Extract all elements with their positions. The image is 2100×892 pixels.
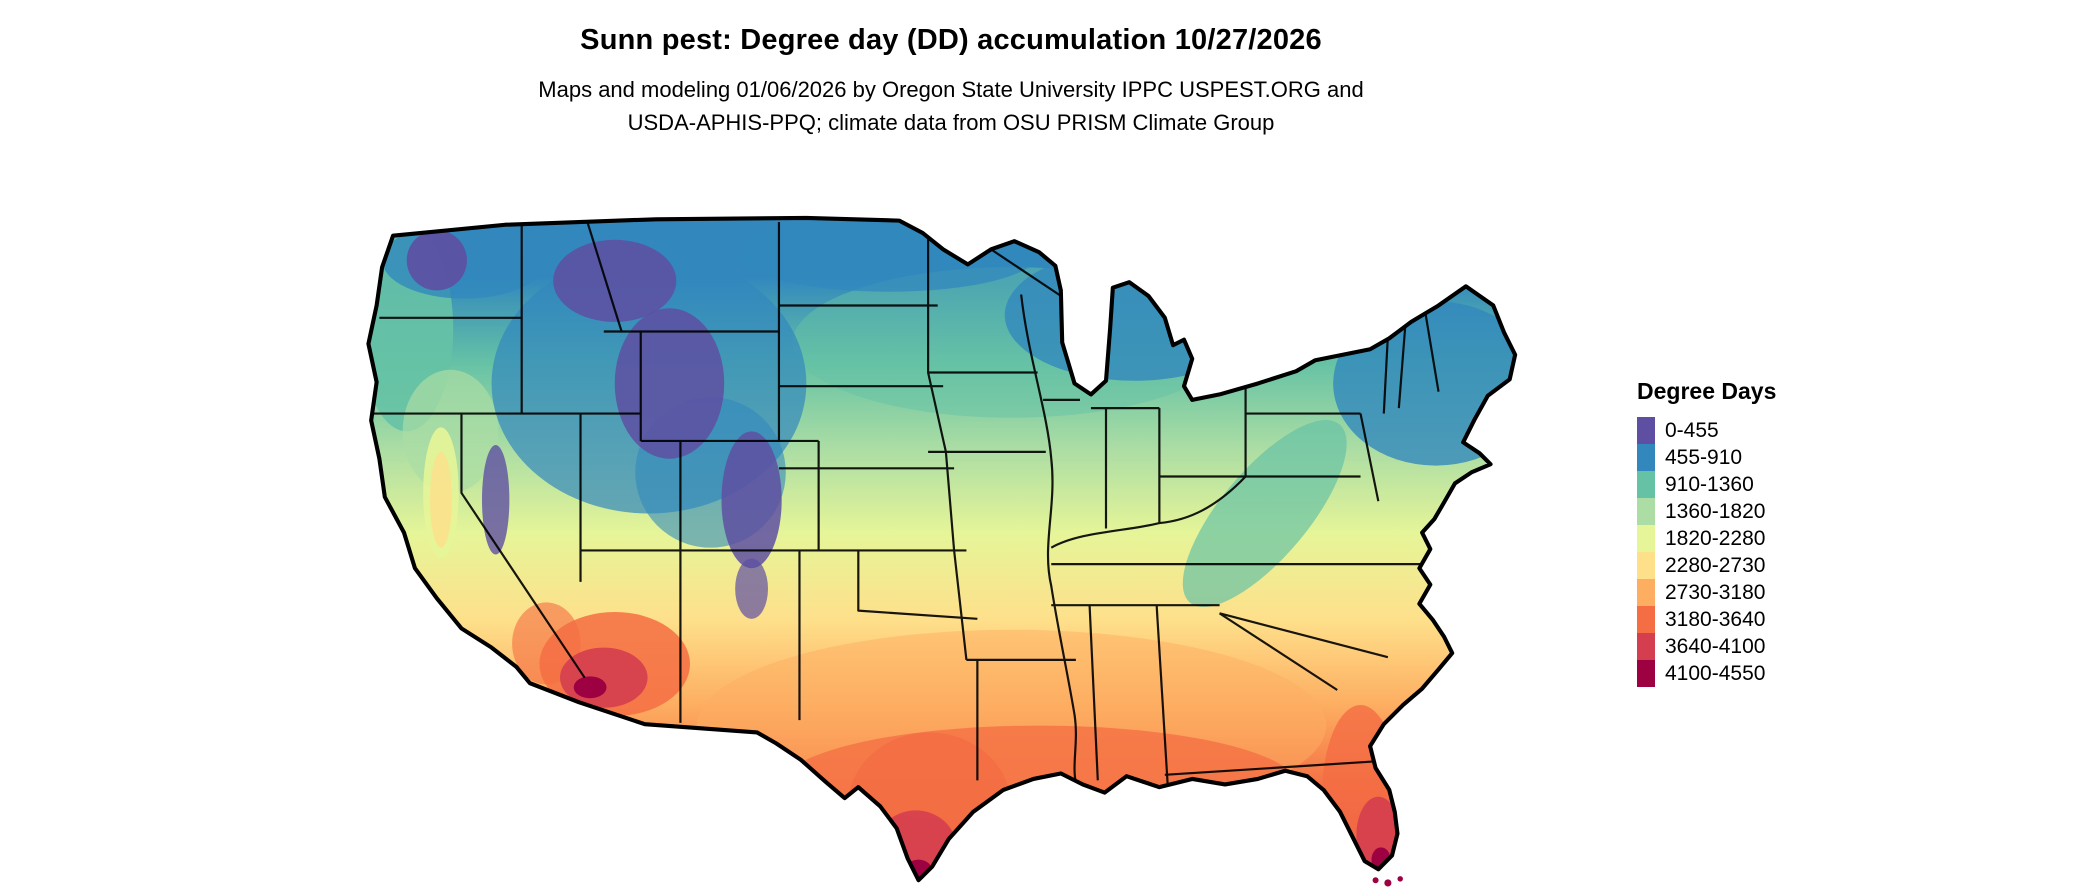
- legend-swatch: [1637, 660, 1655, 687]
- degree-days-legend: Degree Days 0-455 455-910 910-1360 1360-…: [1637, 378, 1776, 687]
- legend-item: 455-910: [1637, 444, 1776, 471]
- legend-swatch: [1637, 525, 1655, 552]
- legend-item: 0-455: [1637, 417, 1776, 444]
- legend-label: 1360-1820: [1665, 499, 1766, 523]
- legend-item: 2280-2730: [1637, 552, 1776, 579]
- legend-item: 3180-3640: [1637, 606, 1776, 633]
- us-degree-day-map: [300, 178, 1600, 890]
- degree-day-shading: [368, 217, 1516, 881]
- florida-keys: [1372, 876, 1403, 887]
- legend-label: 3180-3640: [1665, 607, 1766, 631]
- legend-item: 3640-4100: [1637, 633, 1776, 660]
- legend-swatch: [1637, 471, 1655, 498]
- map-header: Sunn pest: Degree day (DD) accumulation …: [0, 0, 1902, 139]
- legend-item: 910-1360: [1637, 471, 1776, 498]
- subtitle-line-1: Maps and modeling 01/06/2026 by Oregon S…: [538, 77, 1364, 102]
- legend-swatch: [1637, 606, 1655, 633]
- legend-label: 910-1360: [1665, 472, 1754, 496]
- legend-swatch: [1637, 552, 1655, 579]
- legend-swatch: [1637, 444, 1655, 471]
- legend-item: 1360-1820: [1637, 498, 1776, 525]
- state-borders: [371, 221, 1447, 784]
- legend-label: 4100-4550: [1665, 661, 1766, 685]
- page-subtitle: Maps and modeling 01/06/2026 by Oregon S…: [0, 73, 1902, 139]
- legend-label: 2280-2730: [1665, 553, 1766, 577]
- legend-item: 1820-2280: [1637, 525, 1776, 552]
- legend-label: 3640-4100: [1665, 634, 1766, 658]
- legend-swatch: [1637, 579, 1655, 606]
- legend-swatch: [1637, 633, 1655, 660]
- legend-label: 455-910: [1665, 445, 1743, 469]
- legend-label: 0-455: [1665, 418, 1719, 442]
- legend-swatch: [1637, 498, 1655, 525]
- subtitle-line-2: USDA-APHIS-PPQ; climate data from OSU PR…: [627, 110, 1275, 135]
- legend-swatch: [1637, 417, 1655, 444]
- legend-item: 4100-4550: [1637, 660, 1776, 687]
- legend-label: 2730-3180: [1665, 580, 1766, 604]
- legend-label: 1820-2280: [1665, 526, 1766, 550]
- page-title: Sunn pest: Degree day (DD) accumulation …: [580, 24, 1322, 56]
- legend-title: Degree Days: [1637, 378, 1777, 404]
- legend-item: 2730-3180: [1637, 579, 1776, 606]
- us-map-svg: [300, 178, 1600, 887]
